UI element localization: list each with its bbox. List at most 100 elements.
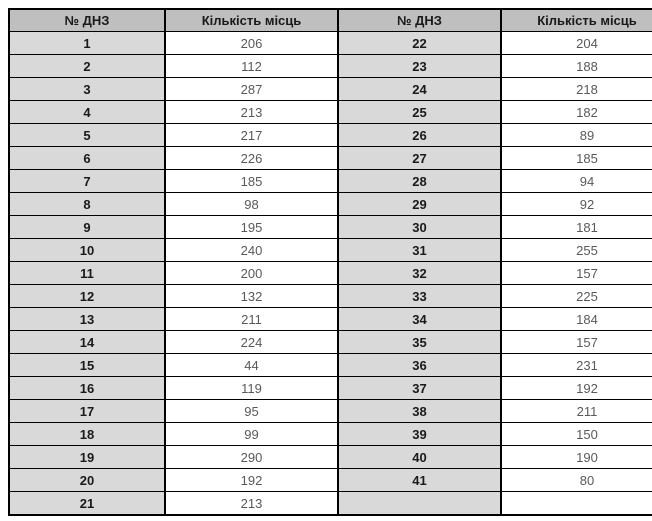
dnz-number-cell: 10 (8, 238, 166, 262)
table-row: 2 112 23 188 (8, 54, 652, 78)
dnz-number-cell: 3 (8, 77, 166, 101)
dnz-number-cell: 37 (337, 376, 502, 400)
dnz-number-cell: 5 (8, 123, 166, 147)
dnz-number-cell: 17 (8, 399, 166, 423)
places-count-cell: 99 (164, 422, 339, 446)
dnz-number-cell: 14 (8, 330, 166, 354)
places-count-cell: 200 (164, 261, 339, 285)
header-dnz-number-left: № ДНЗ (8, 8, 166, 32)
places-count-cell: 157 (500, 330, 652, 354)
dnz-number-cell: 34 (337, 307, 502, 331)
table-row: 17 95 38 211 (8, 399, 652, 423)
dnz-number-cell: 39 (337, 422, 502, 446)
dnz-number-cell: 16 (8, 376, 166, 400)
dnz-number-cell: 7 (8, 169, 166, 193)
table-row: 7 185 28 94 (8, 169, 652, 193)
table-row: 9 195 30 181 (8, 215, 652, 239)
places-count-cell: 225 (500, 284, 652, 308)
dnz-number-cell: 38 (337, 399, 502, 423)
places-count-cell: 240 (164, 238, 339, 262)
places-count-cell: 188 (500, 54, 652, 78)
table-row: 10 240 31 255 (8, 238, 652, 262)
dnz-number-cell: 27 (337, 146, 502, 170)
dnz-number-cell: 41 (337, 468, 502, 492)
places-count-cell: 287 (164, 77, 339, 101)
header-dnz-number-right: № ДНЗ (337, 8, 502, 32)
places-count-cell: 195 (164, 215, 339, 239)
dnz-number-cell: 18 (8, 422, 166, 446)
dnz-number-cell (337, 491, 502, 516)
table-row: 13 211 34 184 (8, 307, 652, 331)
places-count-cell: 224 (164, 330, 339, 354)
table-row: 1 206 22 204 (8, 31, 652, 55)
places-count-cell: 185 (500, 146, 652, 170)
table-row: 12 132 33 225 (8, 284, 652, 308)
table-row: 5 217 26 89 (8, 123, 652, 147)
dnz-number-cell: 30 (337, 215, 502, 239)
places-count-cell: 95 (164, 399, 339, 423)
table-row: 11 200 32 157 (8, 261, 652, 285)
places-count-cell: 213 (164, 491, 339, 516)
places-count-cell: 89 (500, 123, 652, 147)
dnz-number-cell: 4 (8, 100, 166, 124)
places-count-cell: 217 (164, 123, 339, 147)
header-places-count-right: Кількість місць (500, 8, 652, 32)
places-count-cell: 94 (500, 169, 652, 193)
places-count-cell: 218 (500, 77, 652, 101)
table-row: 14 224 35 157 (8, 330, 652, 354)
dnz-number-cell: 13 (8, 307, 166, 331)
places-count-cell: 150 (500, 422, 652, 446)
kindergarten-places-table: № ДНЗ Кількість місць № ДНЗ Кількість мі… (8, 8, 652, 516)
table-row: 18 99 39 150 (8, 422, 652, 446)
places-count-cell: 80 (500, 468, 652, 492)
places-count-cell: 226 (164, 146, 339, 170)
header-row: № ДНЗ Кількість місць № ДНЗ Кількість мі… (8, 8, 652, 32)
dnz-number-cell: 40 (337, 445, 502, 469)
dnz-number-cell: 32 (337, 261, 502, 285)
dnz-number-cell: 12 (8, 284, 166, 308)
table-row: 8 98 29 92 (8, 192, 652, 216)
table-row: 4 213 25 182 (8, 100, 652, 124)
dnz-number-cell: 23 (337, 54, 502, 78)
dnz-number-cell: 21 (8, 491, 166, 516)
table-row: 15 44 36 231 (8, 353, 652, 377)
places-count-cell: 119 (164, 376, 339, 400)
places-count-cell: 157 (500, 261, 652, 285)
places-count-cell: 44 (164, 353, 339, 377)
dnz-number-cell: 22 (337, 31, 502, 55)
places-count-cell: 255 (500, 238, 652, 262)
places-count-cell: 132 (164, 284, 339, 308)
places-count-cell: 98 (164, 192, 339, 216)
dnz-number-cell: 8 (8, 192, 166, 216)
places-count-cell: 211 (164, 307, 339, 331)
places-count-cell: 204 (500, 31, 652, 55)
dnz-number-cell: 9 (8, 215, 166, 239)
places-count-cell: 231 (500, 353, 652, 377)
places-count-cell: 112 (164, 54, 339, 78)
table-row: 6 226 27 185 (8, 146, 652, 170)
places-count-cell: 182 (500, 100, 652, 124)
places-count-cell: 290 (164, 445, 339, 469)
dnz-number-cell: 35 (337, 330, 502, 354)
dnz-number-cell: 20 (8, 468, 166, 492)
header-places-count-left: Кількість місць (164, 8, 339, 32)
places-count-cell: 211 (500, 399, 652, 423)
table-row: 20 192 41 80 (8, 468, 652, 492)
dnz-number-cell: 2 (8, 54, 166, 78)
dnz-number-cell: 29 (337, 192, 502, 216)
dnz-number-cell: 6 (8, 146, 166, 170)
dnz-number-cell: 11 (8, 261, 166, 285)
dnz-number-cell: 19 (8, 445, 166, 469)
dnz-number-cell: 31 (337, 238, 502, 262)
places-count-cell: 213 (164, 100, 339, 124)
dnz-number-cell: 28 (337, 169, 502, 193)
table-row: 3 287 24 218 (8, 77, 652, 101)
places-count-cell: 92 (500, 192, 652, 216)
places-count-cell (500, 491, 652, 516)
table-row: 21 213 (8, 491, 652, 516)
dnz-number-cell: 24 (337, 77, 502, 101)
places-count-cell: 192 (500, 376, 652, 400)
table-row: 16 119 37 192 (8, 376, 652, 400)
table-row: 19 290 40 190 (8, 445, 652, 469)
